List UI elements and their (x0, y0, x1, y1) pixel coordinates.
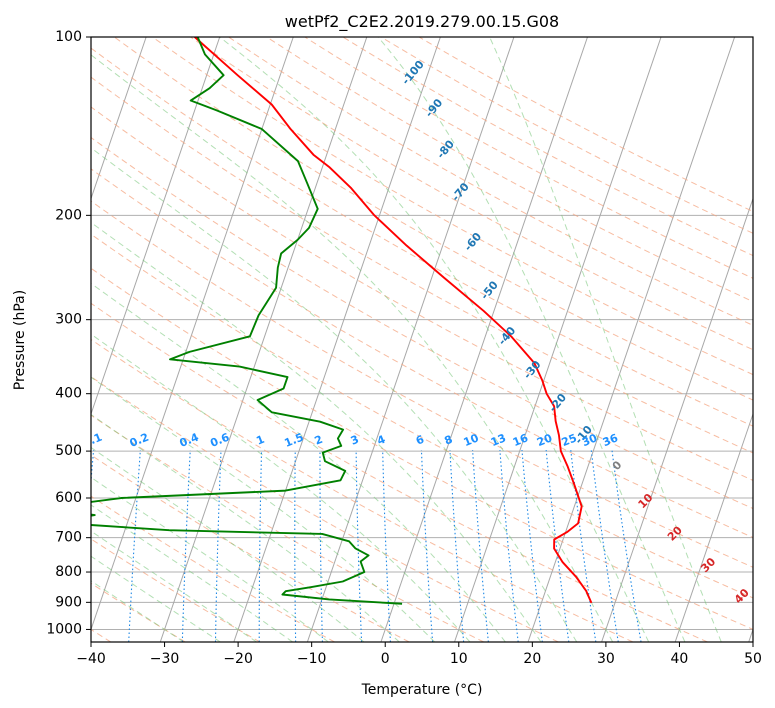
y-tick-label: 700 (55, 530, 82, 546)
mixing-ratio-line (545, 450, 570, 642)
y-tick-label: 600 (55, 490, 82, 506)
mixing-ratio-label: 13 (489, 431, 508, 449)
mixing-ratio-label: 30 (580, 431, 599, 449)
x-tick-label: 50 (744, 651, 762, 667)
mixing-ratio-label: 16 (511, 431, 530, 449)
mixing-ratio-line (521, 450, 543, 642)
chart-title: wetPf2_C2E2.2019.279.00.15.G08 (285, 12, 559, 32)
axis-ticks: −40 −30 −20 −10 0 10 20 30 40 50 100 200 300 400 500 60… (46, 29, 762, 667)
mixing-ratio-line (420, 450, 434, 642)
isotherm-gridline (233, 37, 441, 642)
mixing-ratio-line (449, 450, 465, 642)
mixing-ratio-line (214, 450, 222, 642)
mixing-ratio-line (181, 450, 191, 642)
mixing-ratio-label: 1 (254, 433, 266, 448)
dewpoint-profile-line (91, 37, 403, 605)
moist-adiabat (91, 376, 436, 642)
x-tick-label: 20 (523, 651, 541, 667)
dry-adiabat (304, 37, 753, 279)
plot-area (91, 37, 753, 642)
mixing-ratio-line (590, 450, 619, 642)
background-lines (91, 37, 753, 642)
mixing-ratio-line (472, 450, 489, 642)
mixing-ratio-label: 36 (601, 431, 620, 449)
moist-adiabat (219, 37, 650, 642)
mixing-ratio-line (128, 450, 141, 642)
y-tick-label: 1000 (46, 621, 82, 637)
y-tick-label: 900 (55, 594, 82, 610)
isotherm-gridline (380, 37, 588, 642)
x-tick-label: 40 (671, 651, 689, 667)
y-tick-label: 400 (55, 386, 82, 402)
isotherm-gridline (91, 37, 294, 631)
mixing-ratio-label: 3 (349, 433, 361, 448)
isotherm-gridline (674, 412, 753, 642)
x-tick-label: 10 (450, 651, 468, 667)
y-axis-label: Pressure (hPa) (12, 290, 28, 390)
dry-adiabat (91, 76, 753, 454)
moist-adiabat (91, 147, 578, 642)
sounding-series (91, 37, 593, 605)
moist-adiabat (489, 37, 722, 642)
mixing-ratio-line (382, 450, 391, 642)
dry-adiabat (91, 538, 261, 642)
moist-adiabat (91, 54, 614, 642)
mixing-ratio-label: 25 (560, 431, 579, 449)
y-tick-label: 800 (55, 564, 82, 580)
moist-adiabat (91, 282, 506, 642)
moist-adiabat (91, 504, 293, 642)
dry-adiabat (342, 37, 753, 257)
x-tick-label: −30 (150, 651, 180, 667)
dry-adiabat (91, 302, 708, 642)
y-tick-label: 100 (55, 29, 82, 45)
dry-adiabat (114, 37, 753, 401)
dry-adiabat (91, 168, 753, 539)
y-tick-label: 300 (55, 312, 82, 328)
dry-adiabat (266, 37, 753, 303)
x-tick-label: −20 (223, 651, 253, 667)
dry-adiabat (91, 106, 753, 481)
mixing-ratio-line (499, 450, 519, 642)
mixing-ratio-line (355, 450, 363, 642)
dry-adiabat (418, 37, 753, 213)
moist-adiabat (377, 37, 686, 642)
dry-adiabat (91, 47, 753, 427)
moist-adiabat (91, 446, 365, 642)
x-tick-label: 30 (597, 651, 615, 667)
plot-frame (90, 36, 754, 643)
x-tick-label: −40 (76, 651, 106, 667)
dry-adiabat (190, 37, 753, 351)
isotherm-gridline (91, 37, 147, 201)
mixing-ratio-line (611, 449, 642, 642)
mixing-ratio-label: 20 (535, 431, 554, 449)
dry-adiabat (91, 267, 753, 630)
x-tick-label: −10 (297, 651, 327, 667)
y-tick-label: 200 (55, 207, 82, 223)
mixing-ratio-line (570, 450, 597, 642)
mixing-ratio-label: 2 (313, 433, 325, 448)
moist-adiabat (91, 476, 329, 642)
y-tick-label: 500 (55, 443, 82, 459)
dry-adiabat (380, 37, 753, 234)
mixing-ratio-label: 8 (442, 433, 454, 448)
isotherm-gridline (601, 197, 753, 642)
x-tick-label: 0 (381, 651, 390, 667)
temperature-profile-line (194, 37, 593, 604)
isotherm-gridline (159, 37, 368, 642)
dry-adiabat (91, 233, 753, 599)
moist-adiabat (91, 530, 257, 642)
isotherm-gridline (527, 37, 736, 642)
dry-adiabat (152, 37, 753, 376)
x-axis-label: Temperature (°C) (361, 682, 483, 698)
isotherm-gridline (91, 37, 221, 416)
dry-adiabat (91, 495, 335, 642)
moist-adiabat (91, 221, 542, 642)
dry-adiabat (91, 376, 559, 642)
mixing-ratio-label: 10 (462, 431, 481, 449)
isotherm-gridline (454, 37, 662, 642)
